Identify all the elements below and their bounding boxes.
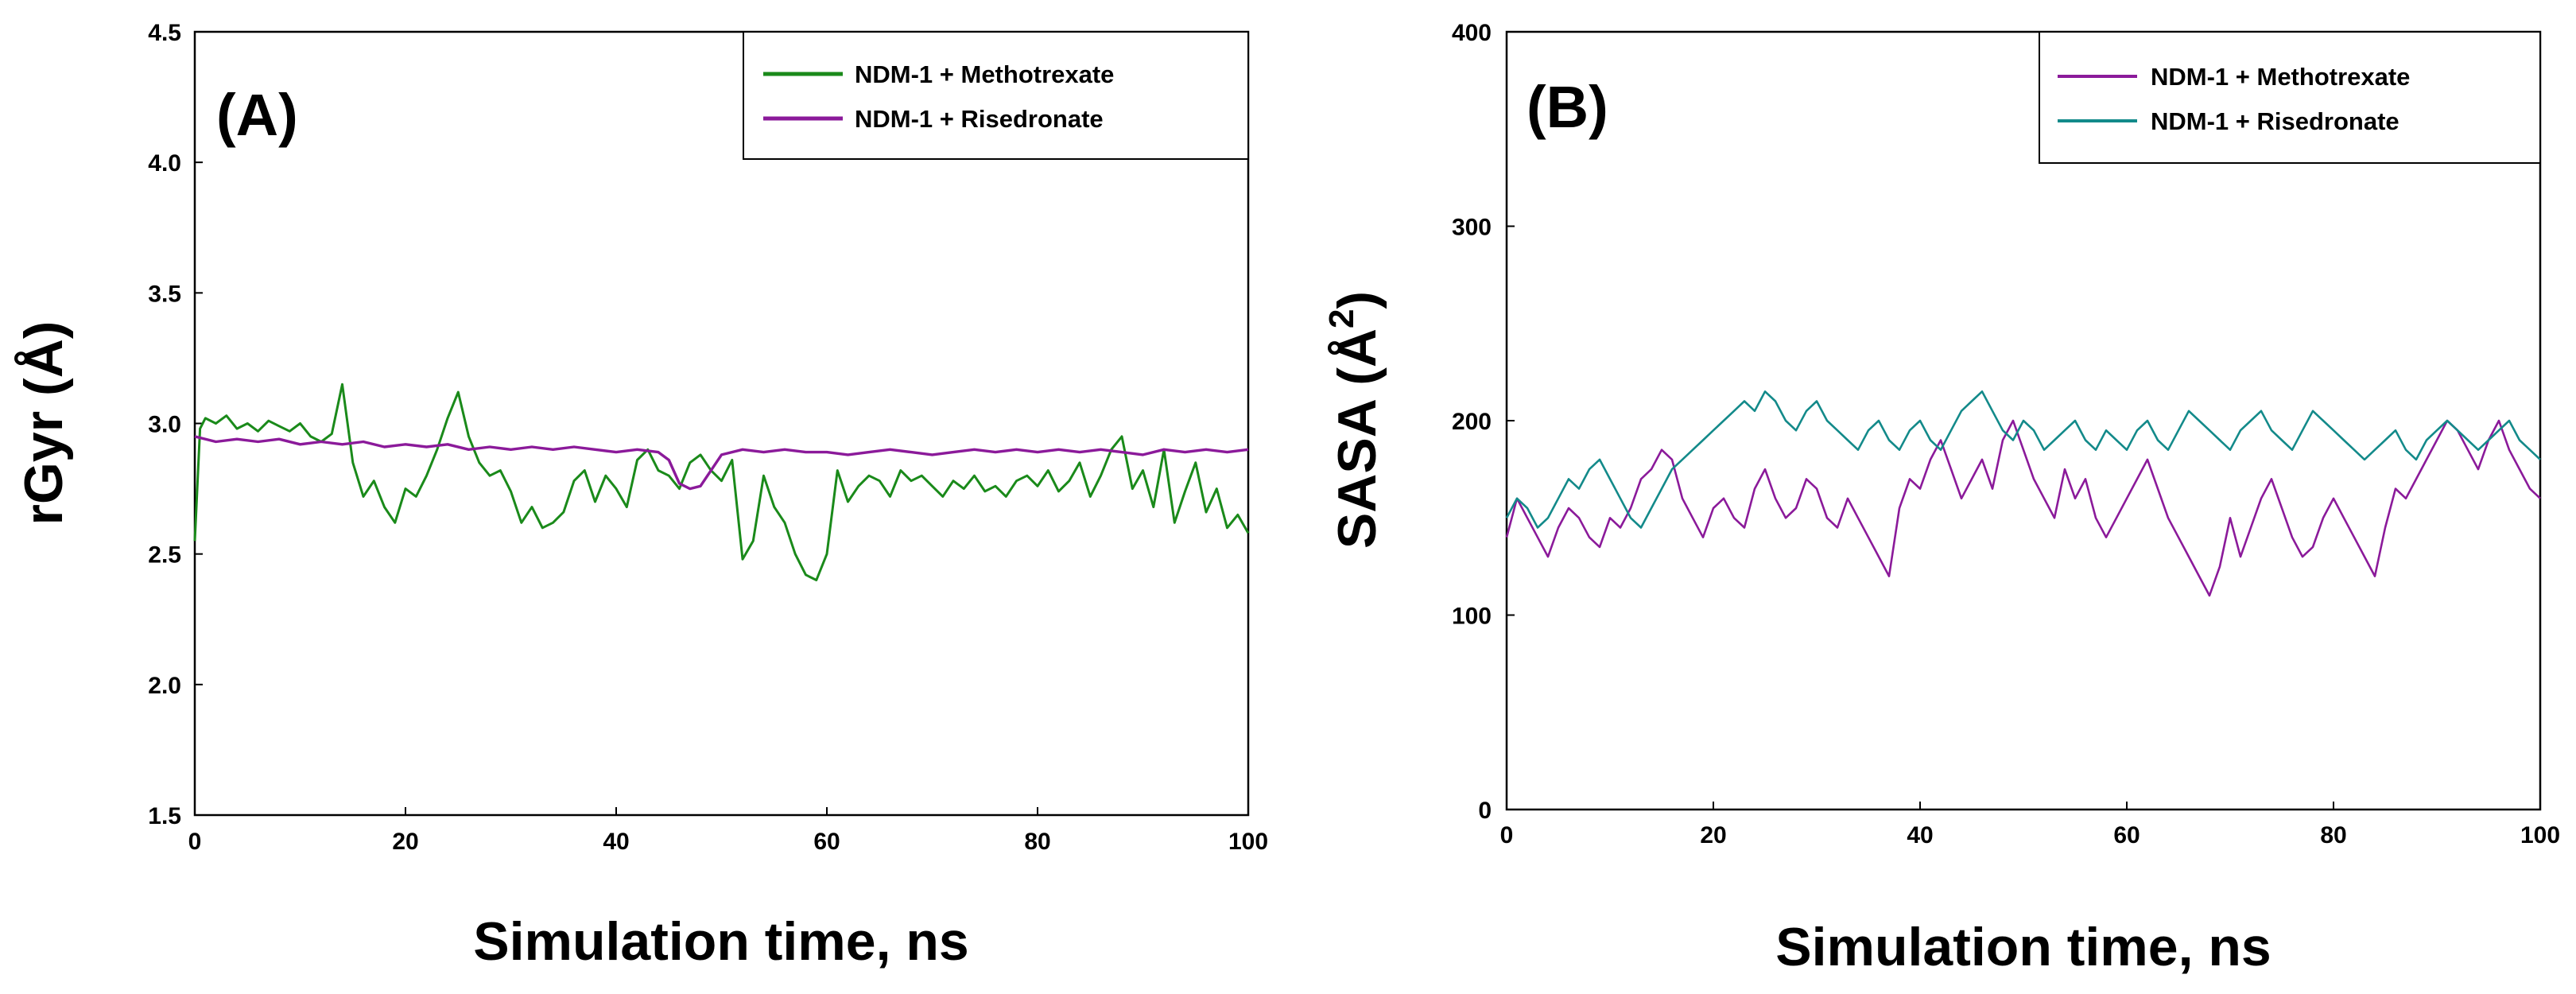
panel-a-legend-label-methotrexate: NDM-1 + Methotrexate xyxy=(855,60,1114,88)
panel-a-x-tick-label: 0 xyxy=(188,829,202,855)
panel-a-x-tick-label: 100 xyxy=(1228,829,1268,855)
panel-b-y-tick-label: 300 xyxy=(1452,215,1492,241)
panel-b-legend-label-risedronate: NDM-1 + Risedronate xyxy=(2151,107,2399,135)
panel-b-y-tick-label: 400 xyxy=(1452,20,1492,46)
panel-a-y-tick-label: 3.0 xyxy=(148,412,181,438)
panel-b-y-tick-label: 100 xyxy=(1452,604,1492,630)
panel-b-x-tick-label: 80 xyxy=(2320,822,2346,848)
panel-a-x-tick-label: 60 xyxy=(813,829,840,855)
panel-b-x-tick-label: 100 xyxy=(2520,822,2560,848)
panel-b-legend-label-methotrexate: NDM-1 + Methotrexate xyxy=(2151,63,2410,91)
panel-b-y-axis-title-end: ) xyxy=(1327,291,1387,309)
panel-b-y-axis-title-superscript: 2 xyxy=(1322,309,1361,328)
panel-a-legend: NDM-1 + Methotrexate NDM-1 + Risedronate xyxy=(743,31,1249,160)
panel-b-x-tick-label: 60 xyxy=(2113,822,2140,848)
panel-b-y-tick-label: 0 xyxy=(1478,798,1492,824)
panel-b-x-tick-label: 40 xyxy=(1907,822,1933,848)
panel-a-plot-frame xyxy=(193,30,1250,817)
panel-a-legend-box xyxy=(743,31,1249,160)
panel-a-x-tick-label: 20 xyxy=(392,829,418,855)
panel-a-x-axis-title: Simulation time, ns xyxy=(473,911,968,972)
panel-a-series xyxy=(193,382,1250,581)
panel-a-series-line-risedronate xyxy=(194,435,1249,491)
panel-a-ticks: 0 20 40 60 80 100 1.5 2.0 2.5 3.0 3.5 4.0 4.5 xyxy=(148,20,1268,855)
panel-b-legend-box xyxy=(2039,31,2541,164)
panel-b-series-line-methotrexate xyxy=(1505,419,2541,597)
panel-a-y-tick-label: 1.5 xyxy=(148,803,181,829)
panel-a-y-tick-label: 3.5 xyxy=(148,281,181,307)
panel-b-legend: NDM-1 + Methotrexate NDM-1 + Risedronate xyxy=(2039,31,2541,164)
panel-b-series xyxy=(1505,390,2541,597)
panel-a-y-tick-label: 4.5 xyxy=(148,20,181,46)
panel-a-y-axis-title: rGyr (Å) xyxy=(14,321,74,526)
panel-a-legend-label-risedronate: NDM-1 + Risedronate xyxy=(855,105,1104,133)
panel-b-x-tick-label: 0 xyxy=(1500,822,1514,848)
panel-a-label: (A) xyxy=(216,82,298,148)
panel-b-y-axis-title: SASA (Å2) xyxy=(1322,291,1387,549)
panel-a-x-tick-label: 40 xyxy=(603,829,629,855)
panel-b-ticks: 0 20 40 60 80 100 0 100 200 300 400 xyxy=(1452,20,2560,848)
panel-b-series-line-risedronate xyxy=(1505,390,2541,529)
panel-b-label: (B) xyxy=(1527,74,1608,140)
panel-a-y-tick-label: 2.5 xyxy=(148,542,181,569)
panel-a-y-tick-label: 4.0 xyxy=(148,150,181,177)
panel-a-x-tick-label: 80 xyxy=(1024,829,1050,855)
panel-b-x-axis-title: Simulation time, ns xyxy=(1775,917,2271,977)
panel-b-sasa-chart: 0 20 40 60 80 100 0 100 200 300 400 (B) Simulation… xyxy=(1322,20,2560,977)
panel-b-y-axis-title-main: SASA (Å xyxy=(1327,328,1387,549)
panel-a-y-tick-label: 2.0 xyxy=(148,673,181,699)
panel-b-y-tick-label: 200 xyxy=(1452,409,1492,435)
panel-a-rgyr-chart: 0 20 40 60 80 100 1.5 2.0 2.5 3.0 3.5 4.0 4.5 (A) Si… xyxy=(14,20,1268,972)
panel-b-x-tick-label: 20 xyxy=(1700,822,1726,848)
panel-a-series-line-methotrexate xyxy=(193,382,1250,581)
